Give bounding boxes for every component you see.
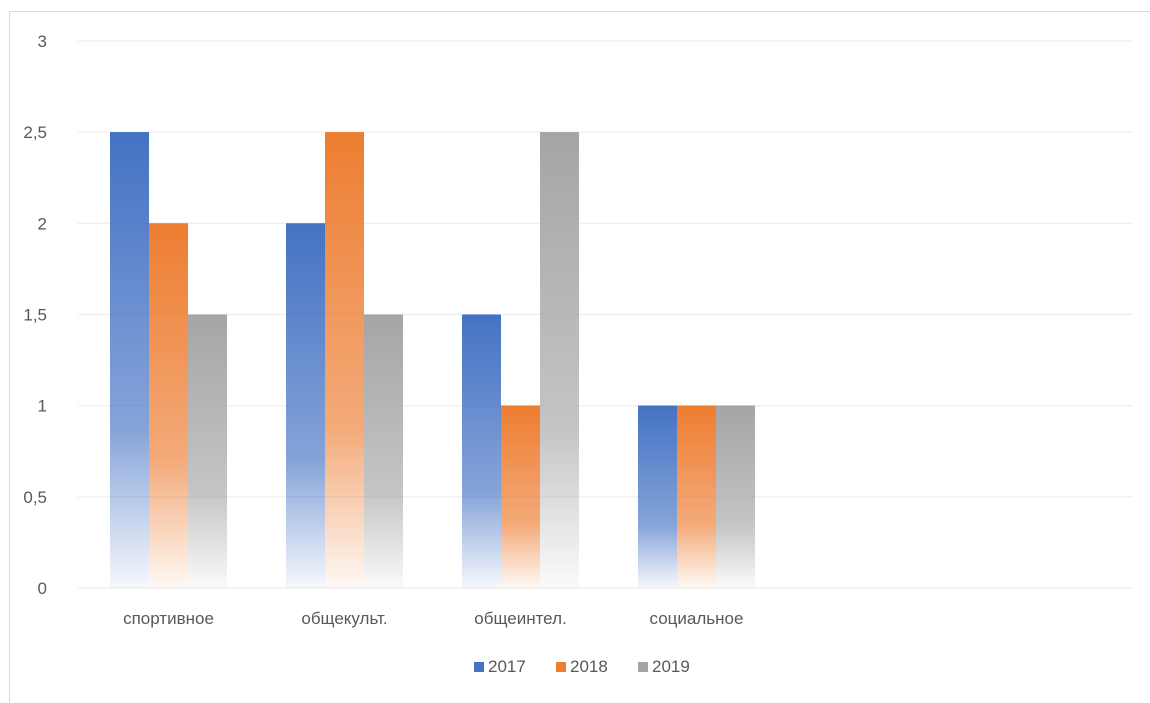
bar-top-edge — [188, 314, 227, 317]
legend-label-2017: 2017 — [488, 657, 526, 676]
chart-frame — [9, 11, 1150, 703]
y-tick-label: 1 — [38, 397, 47, 416]
bar-2018-1 — [149, 223, 188, 589]
legend-label-2018: 2018 — [570, 657, 608, 676]
category-label: спортивное — [123, 609, 214, 628]
bar-2017-1 — [110, 132, 149, 588]
bar-2019-2 — [364, 314, 403, 588]
y-tick-label: 2 — [38, 214, 47, 233]
bar-top-edge — [501, 405, 540, 408]
bar-top-edge — [364, 314, 403, 317]
bar-top-edge — [325, 132, 364, 135]
bar-top-edge — [716, 405, 755, 408]
y-tick-label: 0,5 — [23, 488, 47, 507]
bar-top-edge — [149, 223, 188, 226]
y-tick-label: 2,5 — [23, 123, 47, 142]
category-label: социальное — [650, 609, 744, 628]
bar-top-edge — [110, 132, 149, 135]
bar-2019-4 — [716, 405, 755, 588]
bar-top-edge — [286, 223, 325, 226]
bar-top-edge — [638, 405, 677, 408]
bar-top-edge — [540, 132, 579, 135]
legend-label-2019: 2019 — [652, 657, 690, 676]
bar-top-edge — [462, 314, 501, 317]
bar-2017-4 — [638, 405, 677, 588]
legend-swatch-2019 — [638, 662, 648, 672]
bar-2018-2 — [325, 132, 364, 588]
bar-2017-3 — [462, 314, 501, 588]
bar-2017-2 — [286, 223, 325, 589]
category-label: общекульт. — [301, 609, 387, 628]
bar-2018-3 — [501, 405, 540, 588]
bar-top-edge — [677, 405, 716, 408]
legend-swatch-2017 — [474, 662, 484, 672]
bar-2018-4 — [677, 405, 716, 588]
category-label: общеинтел. — [474, 609, 566, 628]
bar-2019-1 — [188, 314, 227, 588]
legend-swatch-2018 — [556, 662, 566, 672]
y-tick-label: 1,5 — [23, 306, 47, 325]
y-tick-label: 0 — [38, 579, 47, 598]
y-tick-label: 3 — [38, 32, 47, 51]
bar-2019-3 — [540, 132, 579, 588]
